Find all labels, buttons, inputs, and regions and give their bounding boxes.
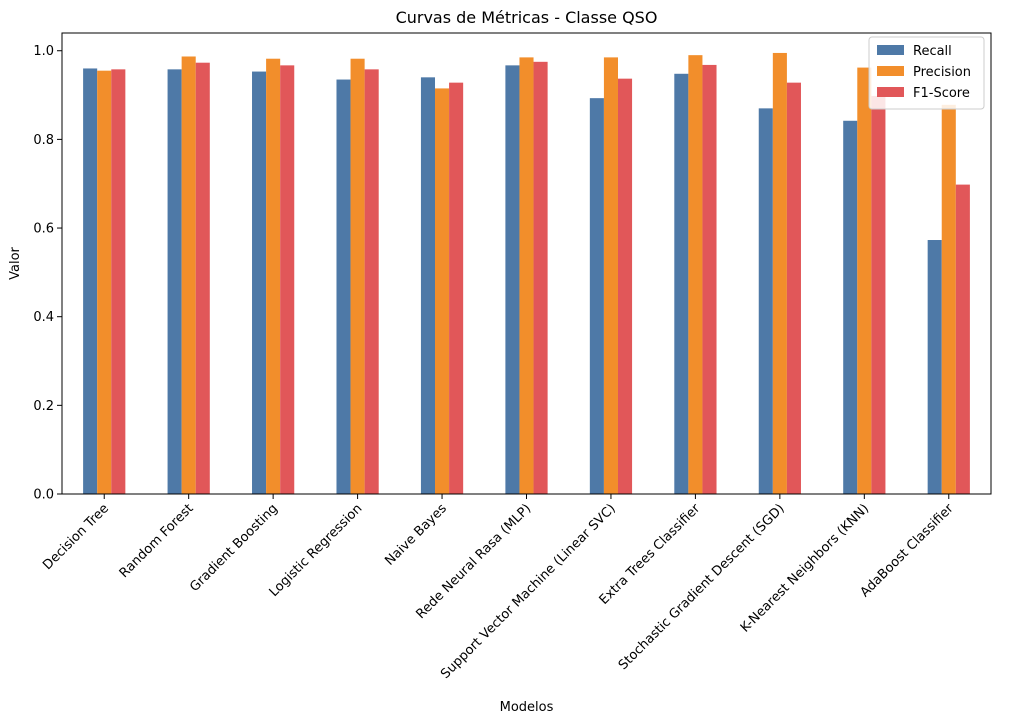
legend: Recall Precision F1-Score <box>868 36 985 110</box>
bar-precision-8 <box>772 52 787 494</box>
bar-f1-score-4 <box>449 82 464 495</box>
bar-precision-9 <box>857 67 872 494</box>
plot-frame <box>61 32 992 495</box>
bar-recall-9 <box>843 120 858 495</box>
bar-precision-1 <box>181 56 196 495</box>
bar-precision-2 <box>266 58 281 495</box>
legend-swatch-recall <box>877 45 904 55</box>
x-tick-label: Naive Bayes <box>382 501 450 569</box>
bar-precision-0 <box>97 70 112 495</box>
bar-f1-score-3 <box>364 69 379 494</box>
bar-precision-4 <box>435 88 450 494</box>
bar-recall-1 <box>167 69 182 494</box>
legend-label-recall: Recall <box>913 44 952 59</box>
bar-f1-score-2 <box>280 65 295 495</box>
bar-recall-5 <box>505 65 520 495</box>
bar-recall-10 <box>927 240 942 494</box>
bar-recall-2 <box>252 71 267 494</box>
x-tick-label: Decision Tree <box>40 501 112 573</box>
x-tick-label: Support Vector Machine (Linear SVC) <box>438 501 619 682</box>
bar-precision-3 <box>350 58 365 495</box>
bar-precision-10 <box>941 104 956 494</box>
bar-precision-7 <box>688 55 703 494</box>
bar-recall-7 <box>674 73 689 494</box>
bars-group <box>83 52 970 495</box>
y-axis-title: Valor <box>8 246 23 279</box>
legend-label-precision: Precision <box>913 65 971 80</box>
bar-recall-8 <box>758 108 773 495</box>
chart-title: Curvas de Métricas - Classe QSO <box>396 8 658 27</box>
legend-label-f1-score: F1-Score <box>913 86 970 101</box>
bar-f1-score-5 <box>533 61 548 495</box>
x-tick-label: Logistic Regression <box>267 501 366 600</box>
y-tick-label: 1.0 <box>33 44 54 59</box>
bar-precision-6 <box>603 57 618 494</box>
bar-f1-score-6 <box>617 78 633 494</box>
bar-f1-score-10 <box>955 184 970 494</box>
bar-f1-score-9 <box>871 95 886 494</box>
bar-f1-score-1 <box>195 62 210 494</box>
y-tick-label: 0.2 <box>33 399 54 414</box>
y-tick-label: 0.4 <box>33 310 54 325</box>
bar-recall-6 <box>589 98 604 494</box>
x-tick-label: Gradient Boosting <box>187 501 281 595</box>
x-tick-label: Stochastic Gradient Descent (SGD) <box>616 501 788 673</box>
x-axis-title: Modelos <box>500 700 554 715</box>
bar-f1-score-8 <box>786 82 801 495</box>
x-tick-label: Random Forest <box>117 501 197 581</box>
bar-recall-0 <box>83 68 98 495</box>
y-tick-label: 0.8 <box>33 133 54 148</box>
x-tick-label: AdaBoost Classifier <box>858 501 957 600</box>
legend-swatch-f1-score <box>877 87 904 97</box>
y-tick-label: 0.0 <box>33 488 54 503</box>
y-tick-label: 0.6 <box>33 222 54 237</box>
bar-f1-score-7 <box>702 64 717 495</box>
y-axis: 0.0 0.2 0.4 0.6 0.8 1.0 <box>33 44 62 503</box>
bar-precision-5 <box>519 57 534 494</box>
bar-recall-3 <box>336 79 351 494</box>
bar-f1-score-0 <box>111 69 126 494</box>
bar-recall-4 <box>420 77 436 494</box>
legend-swatch-precision <box>877 66 904 76</box>
